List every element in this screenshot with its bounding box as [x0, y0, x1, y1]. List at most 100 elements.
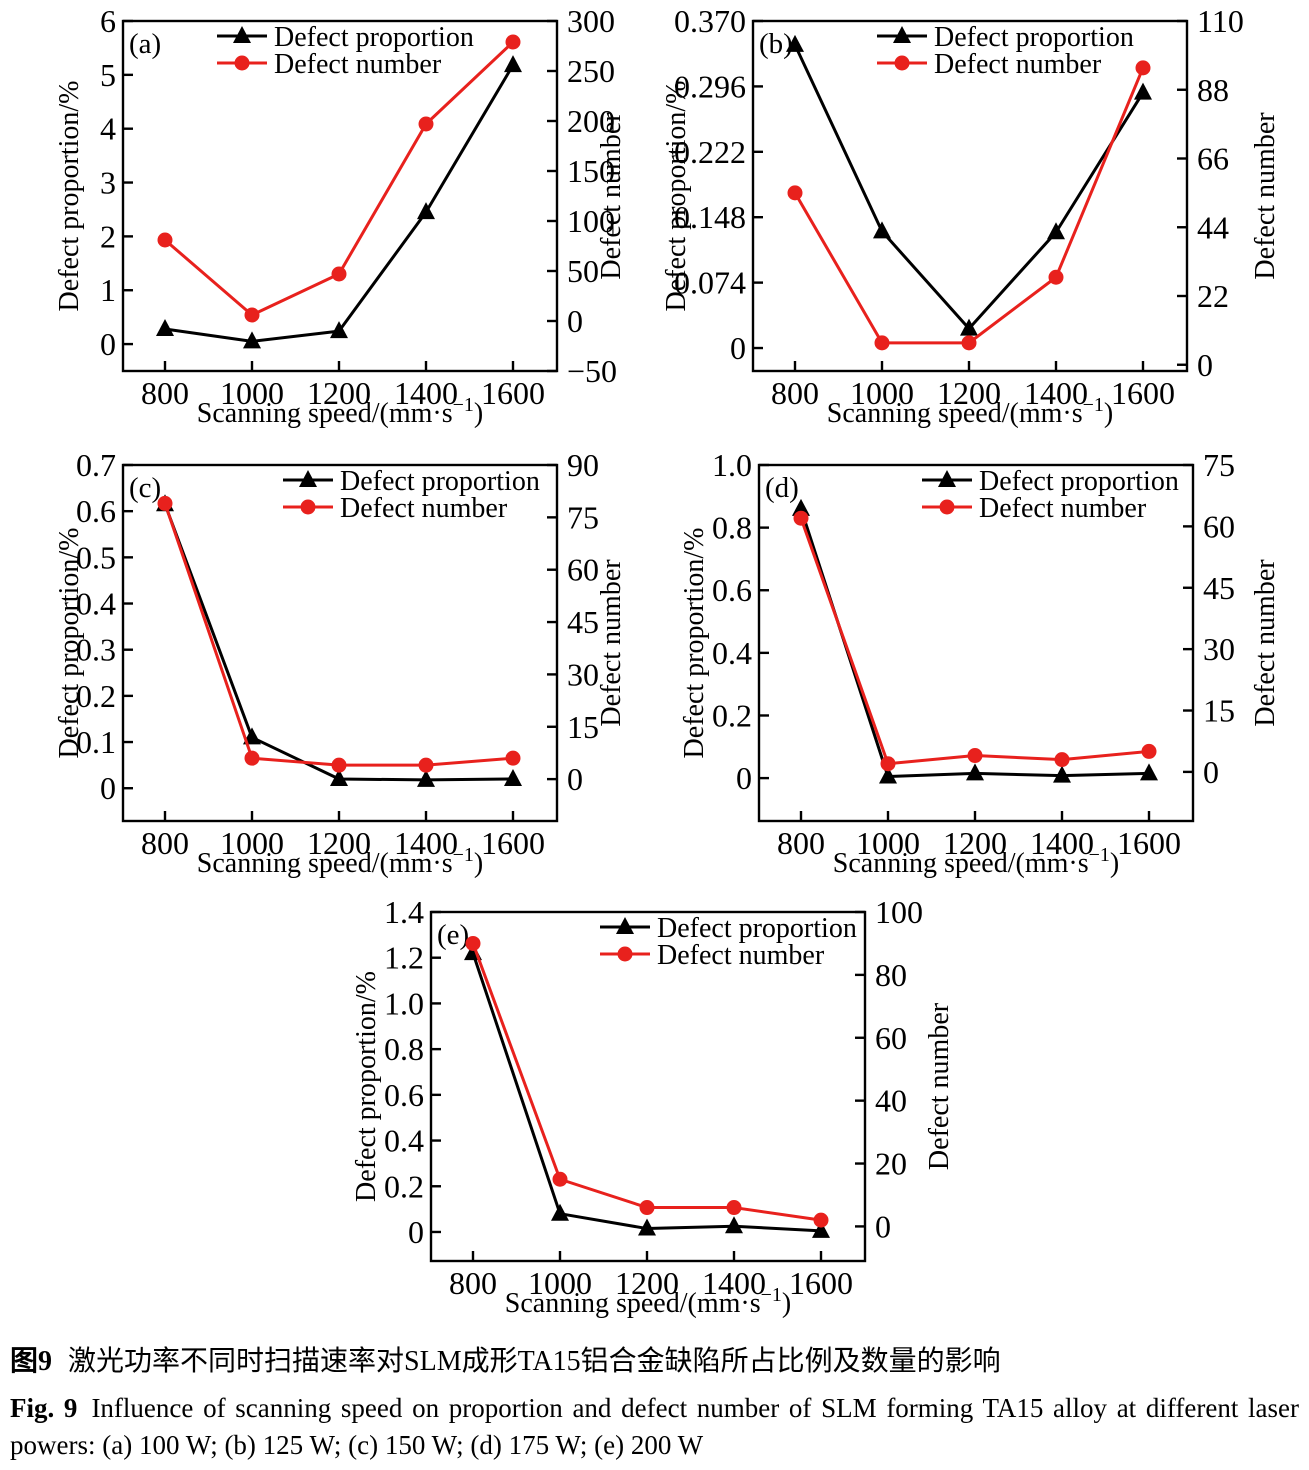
legend-label: Defect number [934, 49, 1102, 80]
data-point-circle [552, 1171, 567, 1187]
data-point-circle [874, 335, 890, 351]
left-axis-tick-label: 3 [100, 165, 116, 201]
left-axis-tick-label: 0.8 [712, 510, 752, 546]
left-axis-tick-label: 0.2 [712, 697, 752, 733]
x-axis-tick-label: 1600 [1117, 825, 1181, 861]
legend-label: Defect number [274, 49, 442, 80]
data-point-triangle [330, 768, 348, 786]
x-axis-tick-label: 1600 [789, 1265, 853, 1301]
chart-b: 0 0.074 0.148 0.222 0.296 0.370 0 22 44 66 88 110 80… [654, 0, 1308, 440]
right-axis-tick-label: 0 [567, 761, 583, 797]
legend-triangle-icon [233, 26, 251, 43]
chart-c: 0 0.1 0.2 0.3 0.4 0.5 0.6 0.7 0 15 30 45 60 75 90 800 10… [0, 440, 654, 890]
right-axis-label: Defect number [1250, 112, 1281, 280]
right-axis-tick-label: 44 [1197, 209, 1229, 245]
data-point-circle [726, 1200, 741, 1216]
left-axis-tick-label: 0.5 [76, 539, 116, 575]
legend-circle-icon [234, 55, 250, 71]
left-axis-tick-label: 0 [736, 760, 752, 796]
data-point-circle [505, 34, 521, 50]
right-axis-tick-label: 22 [1197, 278, 1229, 314]
right-axis-tick-label: 80 [875, 957, 907, 993]
data-point-circle [418, 757, 434, 773]
left-axis-tick-label: 5 [100, 57, 116, 93]
x-axis-tick-label: 800 [141, 375, 189, 411]
panel-label: (a) [129, 28, 161, 60]
x-axis-tick-label: 1200 [615, 1265, 679, 1301]
x-axis-tick-label: 800 [449, 1265, 497, 1301]
legend-triangle-icon [299, 470, 317, 487]
right-axis-tick-label: 45 [567, 604, 599, 640]
data-point-circle [787, 185, 803, 201]
legend-label: Defect proportion [340, 466, 540, 497]
left-axis-tick-label: 0.148 [674, 199, 746, 235]
chart-e: 0 0.2 0.4 0.6 0.8 1.0 1.2 1.4 0 20 40 60 80 100 800 100… [327, 890, 982, 1330]
right-axis-tick-label: 60 [875, 1020, 907, 1056]
data-point-circle [157, 495, 173, 511]
right-axis-tick-label: 66 [1197, 141, 1229, 177]
series-line-left [799, 508, 1150, 779]
right-axis-tick-label: 200 [567, 103, 615, 139]
legend-circle-icon [300, 499, 316, 515]
left-axis-tick-label: 1.0 [712, 447, 752, 483]
data-point-circle [244, 750, 260, 766]
series-line-right [471, 942, 821, 1222]
right-axis-tick-label: 0 [1197, 347, 1213, 383]
left-axis-label: Defect proportion/% [351, 971, 382, 1202]
data-point-triangle [417, 202, 435, 220]
legend-circle-icon [617, 946, 632, 962]
left-axis-tick-label: 1.4 [384, 894, 424, 930]
data-point-circle [418, 116, 434, 132]
data-point-triangle [966, 763, 984, 781]
x-axis-tick-label: 1000 [850, 375, 914, 411]
x-axis-tick-label: 1000 [220, 375, 284, 411]
right-axis-tick-label: 0 [567, 303, 583, 339]
legend-triangle-icon [938, 470, 956, 487]
data-point-triangle [243, 331, 261, 349]
data-point-triangle [960, 318, 978, 336]
x-axis-label: Scanning speed/(mm·s−1) [827, 394, 1113, 429]
data-point-circle [813, 1212, 828, 1228]
right-axis-tick-label: 60 [567, 552, 599, 588]
right-axis-tick-label: 75 [1203, 447, 1235, 483]
caption-english: Fig. 9 Influence of scanning speed on pro… [10, 1390, 1299, 1464]
data-point-triangle [879, 766, 897, 784]
right-axis-tick-label: 60 [1203, 508, 1235, 544]
caption-zh-text: 激光功率不同时扫描速率对SLM成形TA15铝合金缺陷所占比例及数量的影响 [68, 1346, 1001, 1377]
data-point-circle [639, 1200, 654, 1216]
right-axis-tick-label: 45 [1203, 570, 1235, 606]
legend-triangle-icon [893, 26, 911, 43]
data-point-triangle [637, 1218, 656, 1236]
right-axis-tick-label: 0 [1203, 754, 1219, 790]
left-axis-tick-label: 0.4 [712, 635, 752, 671]
x-axis-tick-label: 1600 [481, 825, 545, 861]
legend-label: Defect proportion [934, 22, 1134, 53]
left-axis-tick-label: 0.074 [674, 265, 746, 301]
left-axis-tick-label: 1.0 [384, 985, 424, 1021]
x-axis-tick-label: 1200 [307, 375, 371, 411]
series-line-left [163, 503, 514, 782]
legend-circle-icon [939, 499, 955, 515]
right-axis-tick-label: 90 [567, 447, 599, 483]
right-axis-label: Defect number [596, 559, 627, 727]
data-point-circle [961, 335, 977, 351]
data-point-triangle [330, 321, 348, 339]
left-axis-tick-label: 0.2 [384, 1168, 424, 1204]
x-axis-tick-label: 1000 [856, 825, 920, 861]
data-point-triangle [724, 1216, 743, 1234]
legend-label: Defect number [340, 493, 508, 524]
data-point-circle [331, 757, 347, 773]
data-point-triangle [873, 221, 891, 239]
left-axis-label: Defect proportion/% [54, 81, 85, 312]
x-axis-label: Scanning speed/(mm·s−1) [197, 394, 483, 429]
caption-en-text: Influence of scanning speed on proportio… [10, 1393, 1299, 1460]
left-axis-tick-label: 0.4 [384, 1123, 424, 1159]
left-axis-tick-label: 0 [100, 326, 116, 362]
panel-label: (d) [765, 472, 799, 504]
right-axis-tick-label: 100 [875, 894, 923, 930]
data-point-circle [967, 748, 983, 764]
left-axis-tick-label: 6 [100, 3, 116, 39]
chart-d: 0 0.2 0.4 0.6 0.8 1.0 0 15 30 45 60 75 800 1000 1200 14… [654, 440, 1308, 890]
data-point-circle [880, 756, 896, 772]
right-axis-tick-label: 0 [875, 1208, 891, 1244]
